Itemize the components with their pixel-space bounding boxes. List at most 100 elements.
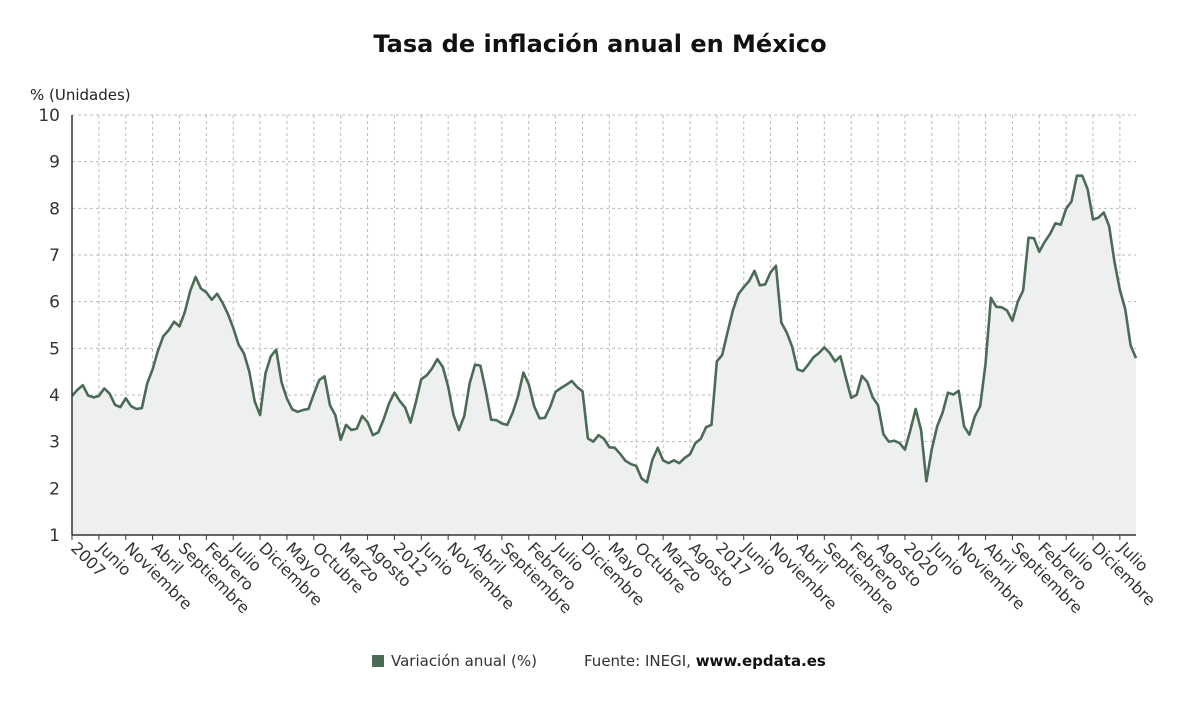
data-point <box>780 322 782 324</box>
chart-title: Tasa de inflación anual en México <box>373 30 827 58</box>
data-point <box>920 429 922 431</box>
data-point <box>329 404 331 406</box>
data-point <box>657 447 659 449</box>
data-point <box>1028 237 1030 239</box>
series-area <box>72 175 1136 536</box>
data-point <box>82 384 84 386</box>
data-point <box>614 447 616 449</box>
data-point <box>162 335 164 337</box>
data-point <box>565 384 567 386</box>
data-point <box>1011 320 1013 322</box>
data-point <box>678 462 680 464</box>
data-point <box>1114 261 1116 263</box>
data-point <box>689 453 691 455</box>
data-point <box>340 439 342 441</box>
data-point <box>367 421 369 423</box>
data-point <box>1001 306 1003 308</box>
data-point <box>232 327 234 329</box>
data-point <box>791 345 793 347</box>
data-point <box>764 283 766 285</box>
data-point <box>759 284 761 286</box>
data-point <box>915 408 917 410</box>
data-point <box>1049 233 1051 235</box>
data-point <box>173 321 175 323</box>
legend: Variación anual (%) <box>372 652 537 670</box>
data-point <box>275 349 277 351</box>
data-point <box>195 276 197 278</box>
data-point <box>297 411 299 413</box>
y-tick-label: 2 <box>49 479 60 499</box>
data-point <box>641 478 643 480</box>
data-point <box>968 434 970 436</box>
data-point <box>1065 208 1067 210</box>
y-tick-label: 9 <box>49 153 60 173</box>
data-point <box>528 383 530 385</box>
data-point <box>178 325 180 327</box>
data-point <box>200 288 202 290</box>
data-point <box>383 418 385 420</box>
data-point <box>721 354 723 356</box>
y-tick-label: 3 <box>49 433 60 453</box>
data-point <box>517 395 519 397</box>
data-point <box>76 389 78 391</box>
data-point <box>582 390 584 392</box>
data-point <box>802 370 804 372</box>
data-point <box>587 437 589 439</box>
data-point <box>925 480 927 482</box>
data-point <box>850 397 852 399</box>
data-point <box>985 363 987 365</box>
source-link[interactable]: www.epdata.es <box>695 652 826 670</box>
data-point <box>555 391 557 393</box>
data-point <box>775 265 777 267</box>
data-point <box>813 356 815 358</box>
data-point <box>318 379 320 381</box>
data-point <box>947 392 949 394</box>
data-point <box>1044 241 1046 243</box>
data-point <box>560 387 562 389</box>
data-point <box>1076 175 1078 177</box>
source-prefix: Fuente: INEGI, <box>584 652 696 670</box>
data-point <box>254 401 256 403</box>
data-point <box>270 355 272 357</box>
data-point <box>893 440 895 442</box>
data-point <box>259 414 261 416</box>
y-axis-label: % (Unidades) <box>30 86 131 104</box>
y-tick-label: 10 <box>38 106 60 126</box>
data-point <box>888 441 890 443</box>
data-point <box>990 297 992 299</box>
data-point <box>662 459 664 461</box>
data-point <box>141 407 143 409</box>
data-point <box>866 381 868 383</box>
data-point <box>286 398 288 400</box>
data-point <box>1097 217 1099 219</box>
data-point <box>737 293 739 295</box>
data-point <box>1017 301 1019 303</box>
data-point <box>512 412 514 414</box>
data-point <box>727 331 729 333</box>
data-point <box>931 448 933 450</box>
data-point <box>506 424 508 426</box>
data-point <box>302 409 304 411</box>
data-point <box>92 396 94 398</box>
data-point <box>496 419 498 421</box>
data-point <box>1006 310 1008 312</box>
data-point <box>743 286 745 288</box>
data-point <box>576 386 578 388</box>
data-point <box>205 291 207 293</box>
data-point <box>1071 200 1073 202</box>
data-point <box>667 462 669 464</box>
data-point <box>469 382 471 384</box>
data-point <box>313 393 315 395</box>
data-point <box>716 360 718 362</box>
data-point <box>238 344 240 346</box>
source-note: Fuente: INEGI, www.epdata.es <box>584 652 826 670</box>
data-point <box>533 405 535 407</box>
data-point <box>958 390 960 392</box>
legend-label: Variación anual (%) <box>391 652 537 670</box>
data-point <box>501 422 503 424</box>
data-point <box>952 394 954 396</box>
data-point <box>598 434 600 436</box>
data-point <box>571 380 573 382</box>
data-point <box>248 371 250 373</box>
data-point <box>474 364 476 366</box>
